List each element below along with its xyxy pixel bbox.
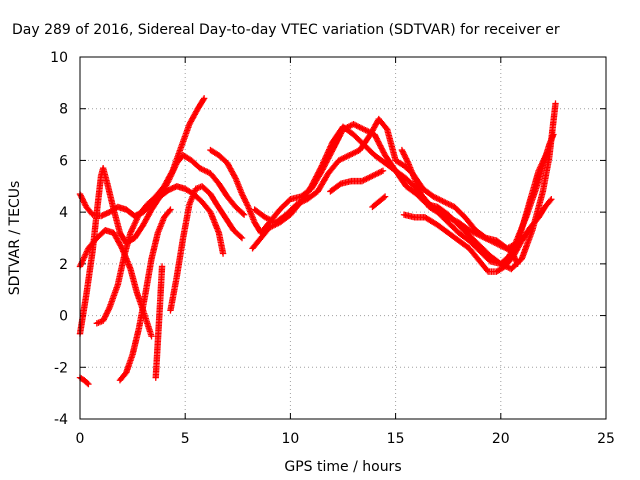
x-tick-label: 20 [492,431,510,447]
series-markers [327,167,387,195]
y-tick-label: -4 [54,412,68,428]
series-markers [251,115,551,252]
y-tick-label: 2 [59,257,68,273]
series-arc-13 [369,193,389,211]
series-markers [400,196,555,275]
y-tick-label: 8 [59,102,68,118]
series-arc-8 [167,183,246,314]
series-arc-15 [400,196,555,275]
series-markers [369,193,389,211]
y-tick-label: 10 [50,50,68,66]
y-tick-label: 0 [59,309,68,325]
chart-title: Day 289 of 2016, Sidereal Day-to-day VTE… [12,22,560,38]
x-tick-label: 15 [387,431,405,447]
y-tick-label: -2 [54,360,68,376]
x-tick-label: 10 [281,431,299,447]
series-markers [167,183,246,314]
series-arc-14 [398,146,521,268]
ticks: 0 5 10 15 20 25 -4 -2 0 2 4 6 8 10 [50,50,615,447]
series-arc-3 [76,374,92,388]
x-tick-label: 0 [76,431,85,447]
series-arc-6 [116,206,174,384]
x-tick-label: 5 [181,431,190,447]
x-tick-label: 25 [597,431,615,447]
x-axis-label: GPS time / hours [284,459,401,475]
series-arc-12 [327,167,387,195]
plot-frame [79,56,607,420]
y-axis-label: SDTVAR / TECUs [7,181,23,296]
y-tick-label: 6 [59,153,68,169]
series-markers [76,374,92,388]
series-markers [116,206,174,384]
series-markers [93,95,208,327]
series-markers [398,146,521,268]
y-tick-label: 4 [59,205,68,221]
series-arc-7 [152,263,166,381]
series-arc-5 [93,95,208,327]
series-arc-11 [251,115,551,252]
series-markers [152,263,166,381]
data-marks [76,95,559,388]
